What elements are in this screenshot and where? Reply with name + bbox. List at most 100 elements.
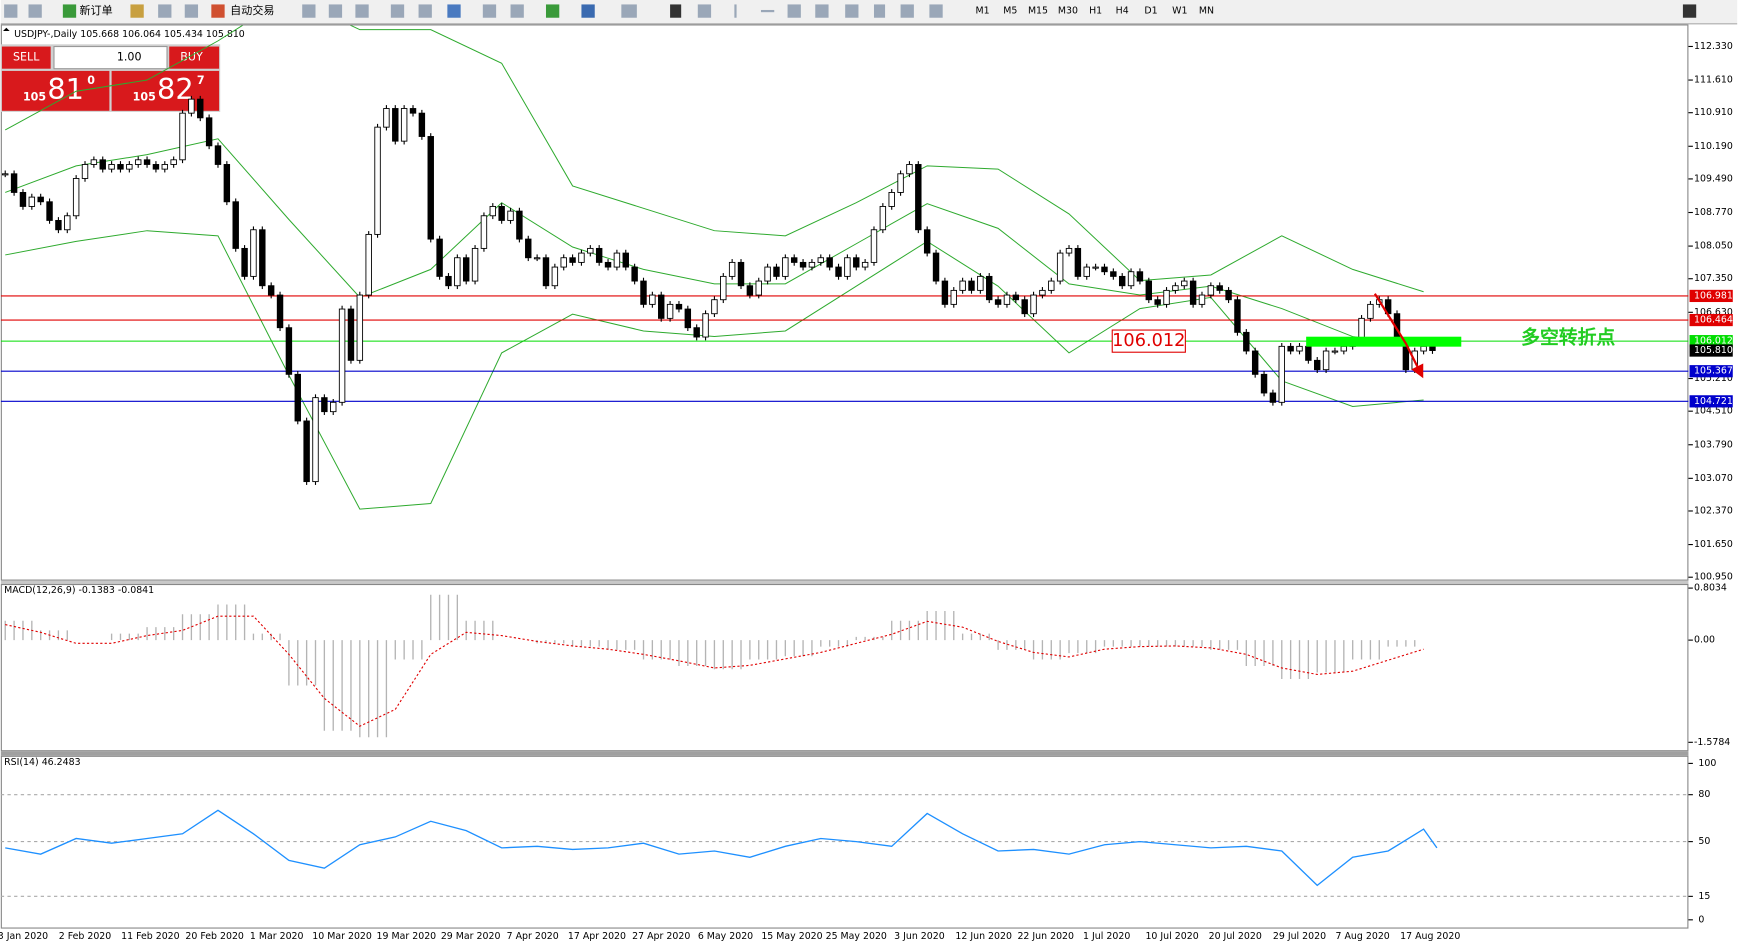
icon[interactable]	[697, 4, 712, 18]
candle-body	[134, 159, 142, 165]
icon[interactable]	[482, 4, 497, 18]
timeframe-button[interactable]: W1	[1172, 6, 1187, 17]
macd-plot	[4, 594, 1424, 738]
timeframe-button[interactable]: H1	[1089, 6, 1102, 17]
toolbar-icons	[4, 4, 1697, 18]
icon[interactable]	[929, 4, 943, 18]
icon[interactable]	[581, 4, 595, 18]
icon[interactable]	[670, 4, 682, 18]
icon[interactable]	[28, 4, 42, 18]
candle-body	[489, 205, 497, 217]
candle-body	[480, 215, 488, 249]
candle-body	[888, 192, 895, 207]
macd-title: MACD(12,26,9) -0.1383 -0.0841	[4, 585, 154, 596]
candle-body	[90, 159, 98, 165]
candle-body	[525, 238, 532, 259]
new-order-button[interactable]: 新订单	[79, 3, 112, 17]
candle-body	[55, 219, 62, 231]
candle-body	[365, 233, 372, 296]
candle-body	[259, 229, 266, 287]
icon[interactable]	[130, 4, 144, 18]
candle-body	[986, 275, 993, 301]
icon[interactable]	[510, 4, 524, 18]
sell-price-box[interactable]	[1, 70, 110, 111]
icon[interactable]	[302, 4, 316, 18]
icon[interactable]	[900, 4, 914, 18]
timeframe-button[interactable]: H4	[1116, 6, 1129, 17]
icon[interactable]	[62, 4, 77, 18]
candle-body	[702, 313, 709, 338]
icon[interactable]	[355, 4, 369, 18]
candle-body	[640, 280, 647, 305]
candle-body	[267, 285, 275, 296]
candle-body	[720, 275, 727, 301]
candle-body	[542, 257, 550, 287]
x-tick-label: 1 Mar 2020	[250, 931, 304, 942]
timeframe-button[interactable]: MN	[1199, 6, 1214, 17]
icon[interactable]	[545, 4, 560, 18]
search-icon[interactable]	[1682, 4, 1697, 18]
timeframe-button[interactable]: M1	[976, 6, 990, 17]
sell-button[interactable]	[1, 46, 51, 69]
icon[interactable]	[4, 4, 18, 18]
candle-body	[773, 266, 780, 277]
timeframe-button[interactable]: D1	[1144, 6, 1157, 17]
candle-body	[436, 238, 443, 277]
icon[interactable]	[787, 4, 801, 18]
main-panel	[0, 24, 1689, 581]
buy-button[interactable]	[169, 46, 220, 69]
buy-price-big: 105	[133, 91, 156, 104]
x-tick-label: 22 Jun 2020	[1017, 931, 1074, 942]
icon[interactable]	[418, 4, 432, 18]
icon[interactable]	[184, 4, 199, 18]
candle-body	[782, 257, 789, 277]
bollinger-middle	[5, 138, 1424, 347]
icon[interactable]	[158, 4, 172, 18]
icon[interactable]	[873, 4, 886, 18]
candle-body	[338, 308, 346, 403]
x-tick-label: 19 Mar 2020	[377, 931, 437, 942]
candle-body	[418, 112, 426, 137]
lots-value[interactable]: 1.00	[117, 51, 142, 64]
auto-trading-button[interactable]: 自动交易	[230, 3, 274, 17]
candle-body	[152, 164, 160, 170]
candle-body	[835, 266, 842, 277]
candle-body	[1145, 280, 1153, 301]
y-tick-label: -1.5784	[1694, 737, 1730, 748]
candle-body	[498, 205, 505, 221]
candle-body	[915, 164, 922, 231]
candle-body	[454, 257, 461, 287]
candle-body	[1056, 252, 1064, 282]
candle-body	[321, 397, 328, 413]
icon[interactable]	[390, 4, 405, 18]
icon[interactable]	[447, 4, 461, 18]
y-tick-label: 102.370	[1694, 505, 1733, 516]
candle-body	[560, 257, 567, 268]
icon[interactable]	[734, 4, 737, 18]
buy-label[interactable]: BUY	[180, 51, 203, 64]
icon[interactable]	[815, 4, 829, 18]
icon[interactable]	[328, 4, 343, 18]
timeframe-button[interactable]: M15	[1028, 6, 1048, 17]
icon[interactable]	[760, 9, 775, 13]
candle-body	[658, 294, 665, 319]
candle-body	[1003, 294, 1011, 305]
sell-label[interactable]: SELL	[13, 51, 40, 64]
icon[interactable]	[845, 4, 859, 18]
y-tick-label: 106.630	[1694, 307, 1733, 318]
candle-body	[879, 205, 887, 231]
price-plot: 106.012 多空转折点	[0, 25, 1689, 510]
bollinger-lower	[5, 230, 1424, 510]
timeframe-button[interactable]: M5	[1003, 6, 1017, 17]
candle-body	[1260, 373, 1268, 394]
icon[interactable]	[211, 4, 225, 18]
y-tick-label: 108.770	[1694, 207, 1733, 218]
x-tick-label: 10 Mar 2020	[312, 931, 372, 942]
collapse-arrow[interactable]	[3, 27, 10, 32]
y-tick-label: 15	[1698, 891, 1710, 902]
timeframe-button[interactable]: M30	[1058, 6, 1078, 17]
candle-body	[1172, 285, 1179, 291]
lots-field[interactable]	[53, 45, 168, 70]
icon[interactable]	[621, 4, 637, 18]
y-tick-label: 105.210	[1694, 373, 1733, 384]
